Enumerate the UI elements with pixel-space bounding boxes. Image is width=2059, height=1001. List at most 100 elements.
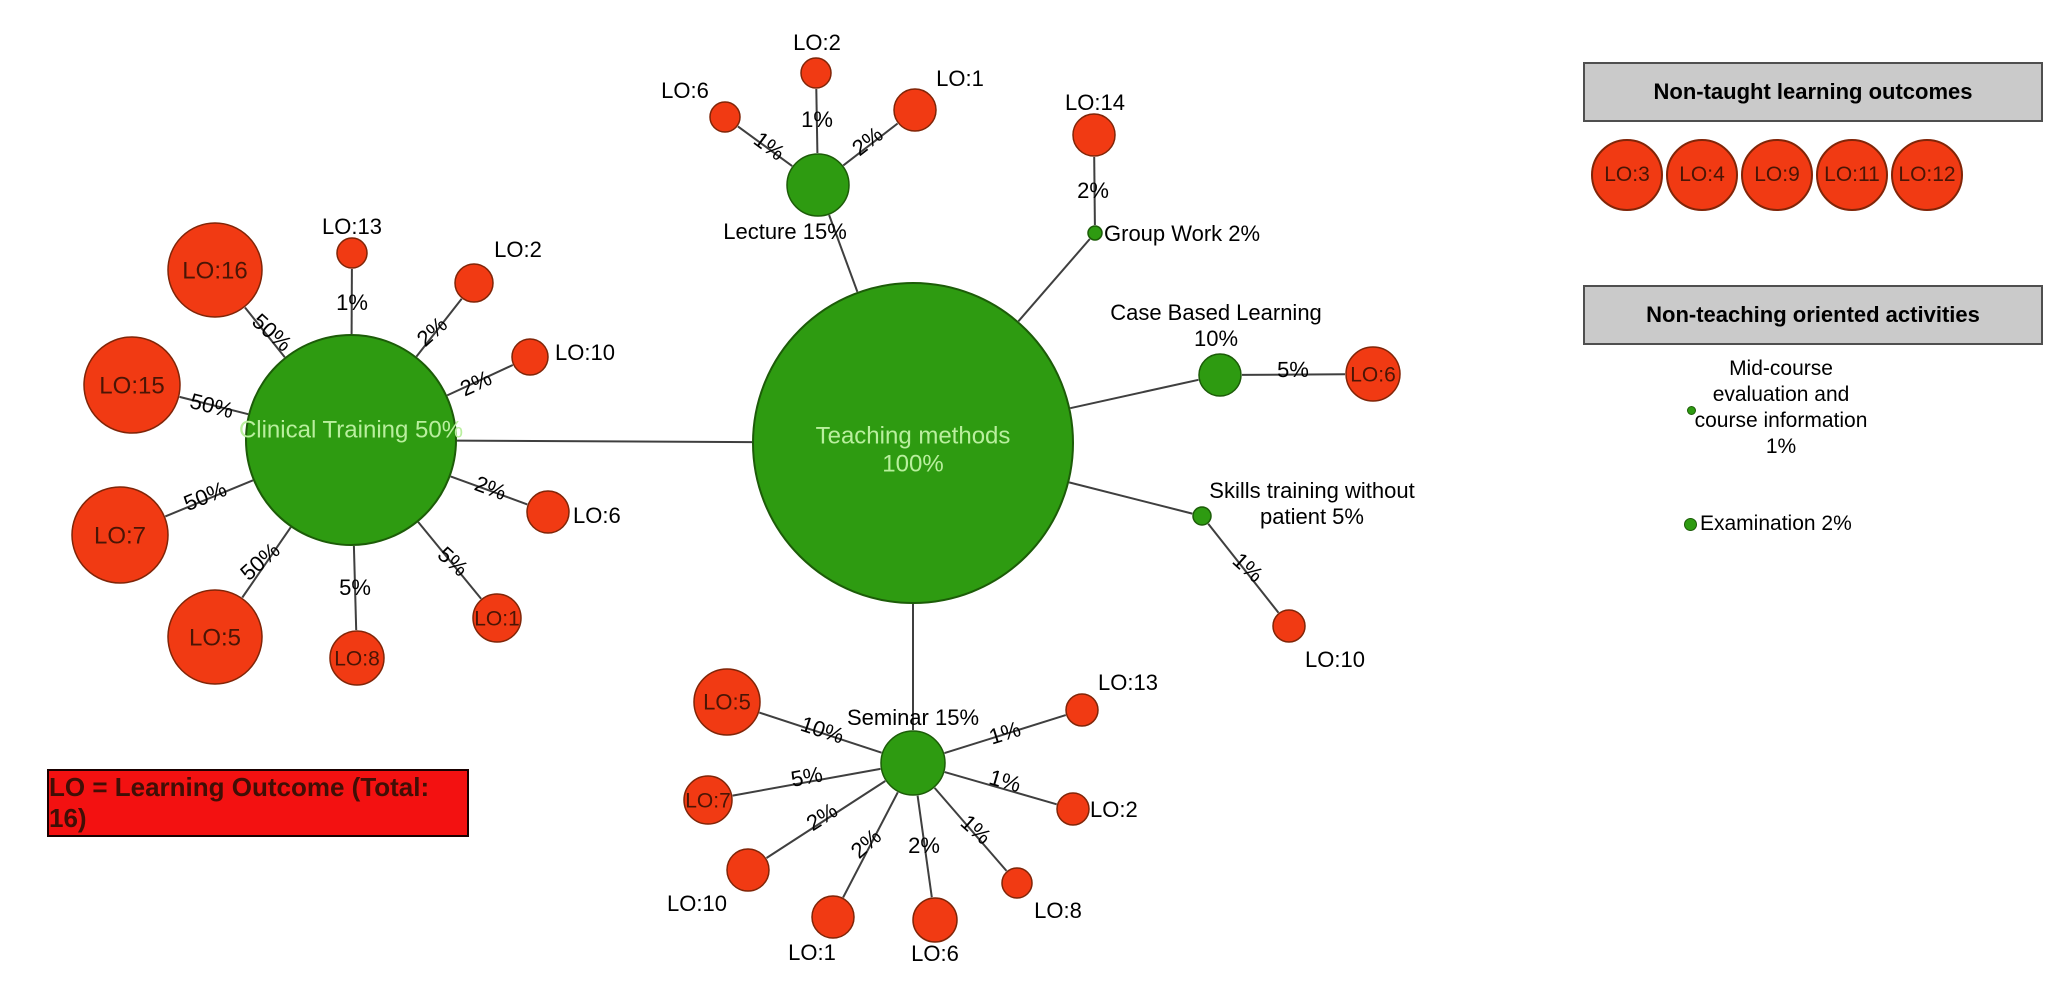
node-label-c8: LO:8 [334,647,380,670]
edge-label-clinical-c15: 50% [187,388,236,423]
node-lecture [786,153,850,217]
edge-teaching-skills [1068,481,1193,515]
edge-teaching-casebased [1069,378,1199,410]
edge-teaching-lecture [828,214,859,293]
node-m2 [1056,792,1090,826]
node-c13 [336,237,368,269]
edge-lecture-l6 [737,125,793,167]
non-teaching-header: Non-teaching oriented activities [1583,285,2043,345]
node-label-m2: LO:2 [1090,797,1138,822]
node-label-groupwork: Group Work 2% [1104,221,1260,246]
edge-clinical-c6 [450,475,528,506]
edge-label-seminar-m1: 2% [846,823,886,863]
node-l2 [800,57,832,89]
midcourse-line: course information [1694,409,1868,432]
node-m8 [1001,867,1033,899]
node-label-c1: LO:1 [474,607,520,630]
node-label-c13: LO:13 [322,214,382,239]
node-label-c6: LO:6 [573,503,621,528]
non-taught-outcome-circle: LO:3 [1591,139,1663,211]
node-clinical [245,334,457,546]
node-label-m13: LO:13 [1098,670,1158,695]
node-label-l2: LO:2 [793,30,841,55]
node-label-skills: patient 5% [1260,504,1364,529]
edge-label-seminar-m5: 10% [798,711,848,749]
node-skills [1192,506,1212,526]
edge-groupwork-l14 [1093,156,1096,226]
node-label-teaching: 100% [882,450,943,477]
node-label-cb6: LO:6 [1350,363,1396,386]
node-m7 [683,775,733,825]
midcourse-line: evaluation and [1712,383,1850,406]
edge-seminar-m7 [732,767,881,797]
edge-casebased-cb6 [1241,373,1346,376]
edge-label-clinical-c8: 5% [339,575,371,600]
non-taught-outcome-circle: LO:9 [1741,139,1813,211]
edge-seminar-m1 [842,791,899,898]
node-label-s10: LO:10 [1305,647,1365,672]
node-teaching [752,282,1074,604]
node-l6 [709,101,741,133]
edge-label-seminar-m8: 1% [956,809,996,849]
node-seminar [880,730,946,796]
edge-clinical-c16 [244,306,286,358]
non-taught-outcome-circle: LO:4 [1666,139,1738,211]
edge-label-seminar-m6: 2% [908,833,940,858]
node-c16 [167,222,263,318]
edge-seminar-m2 [944,771,1057,806]
midcourse-dot-icon [1687,406,1696,415]
edge-clinical-c5 [241,526,292,599]
edge-label-lecture-l1: 2% [847,121,887,160]
edge-seminar-m13 [944,714,1067,755]
legend-box: LO = Learning Outcome (Total: 16) [47,769,469,837]
node-m1 [811,895,855,939]
examination-label: Examination 2% [1700,512,1852,535]
edge-label-clinical-c6: 2% [471,471,509,505]
edge-lecture-l2 [815,88,819,154]
edge-clinical-c8 [352,545,358,631]
edge-label-seminar-m2: 1% [986,764,1023,797]
node-groupwork [1087,225,1103,241]
edge-label-lecture-l2: 1% [801,107,833,132]
edge-label-clinical-c10: 2% [456,365,495,401]
non-taught-header: Non-taught learning outcomes [1583,62,2043,122]
node-m13 [1065,693,1099,727]
node-c15 [83,336,181,434]
node-label-m10: LO:10 [667,891,727,916]
node-m10 [726,848,770,892]
edge-label-clinical-c16: 50% [247,308,296,356]
node-label-m7: LO:7 [685,789,731,812]
node-label-l6: LO:6 [661,78,709,103]
node-l14 [1072,113,1116,157]
non-taught-outcome-circle: LO:12 [1891,139,1963,211]
node-label-c15: LO:15 [99,372,164,399]
node-label-teaching: Teaching methods [816,422,1011,449]
edge-lecture-l1 [842,122,899,167]
non-taught-circles: LO:3 LO:4 LO:9 LO:11 LO:12 [1591,139,1963,211]
node-label-c5: LO:5 [189,624,241,651]
node-s10 [1272,609,1306,643]
edge-label-clinical-c7: 50% [180,476,230,516]
edge-seminar-m10 [765,780,886,859]
midcourse-line: Mid-course [1729,357,1833,380]
midcourse-line: 1% [1765,435,1797,458]
edge-clinical-c2 [415,298,463,358]
node-label-clinical: Clinical Training 50% [239,416,463,443]
midcourse-evaluation-item: Mid-course evaluation and course informa… [1641,356,1921,460]
node-label-casebased: Case Based Learning [1110,300,1322,325]
node-label-m5: LO:5 [703,690,751,715]
node-c10 [511,338,549,376]
edge-seminar-m5 [758,711,882,754]
edge-skills-s10 [1207,523,1280,614]
edge-seminar-m6 [916,795,933,898]
node-c8 [329,630,385,686]
edge-label-seminar-m7: 5% [789,762,825,792]
node-label-c2: LO:2 [494,237,542,262]
node-casebased [1198,353,1242,397]
node-label-c7: LO:7 [94,522,146,549]
node-c5 [167,589,263,685]
non-taught-outcome-circle: LO:11 [1816,139,1888,211]
node-label-m8: LO:8 [1034,898,1082,923]
node-label-c10: LO:10 [555,340,615,365]
